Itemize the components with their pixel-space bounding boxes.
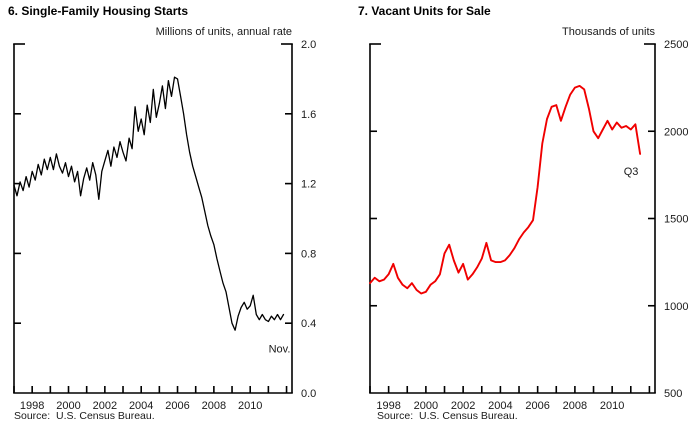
chart-title-vacant-units: 7. Vacant Units for Sale xyxy=(358,4,491,18)
x-axis-label: 2000 xyxy=(56,400,80,412)
source-note-housing-starts: Source: U.S. Census Bureau. xyxy=(14,410,155,422)
x-axis-label: 2000 xyxy=(414,400,438,412)
x-axis-label: 2008 xyxy=(563,400,587,412)
x-axis-label: 2004 xyxy=(488,400,512,412)
chart-housing-starts: 6. Single-Family Housing Starts Millions… xyxy=(8,4,316,422)
data-line xyxy=(13,76,285,331)
y-axis-label: 2500 xyxy=(664,39,688,51)
y-axis-label: 2000 xyxy=(664,126,688,138)
housing-starts-plot: 0.0 0.4 0.8 1.2 1.6 2.0 1998 2000 2002 2004 2006 20… xyxy=(13,39,316,412)
x-axis-label: 1998 xyxy=(20,400,44,412)
x-axis-label: 2002 xyxy=(451,400,475,412)
unit-label-vacant-units: Thousands of units xyxy=(562,26,655,38)
end-point-label: Nov. xyxy=(269,343,291,355)
y-axis-label: 0.4 xyxy=(301,318,316,330)
y-axis-label: 2.0 xyxy=(301,39,316,51)
y-axis-label: 500 xyxy=(664,388,682,400)
x-axis-label: 2010 xyxy=(600,400,624,412)
x-axis-label: 2002 xyxy=(93,400,117,412)
x-axis-label: 2004 xyxy=(129,400,153,412)
x-axis-label: 1998 xyxy=(376,400,400,412)
y-axis-label: 0.0 xyxy=(301,388,316,400)
x-axis-label: 2006 xyxy=(165,400,189,412)
end-point-label: Q3 xyxy=(624,166,639,178)
y-axis-label: 1.6 xyxy=(301,109,316,121)
y-axis-label: 0.8 xyxy=(301,248,316,260)
x-axis-label: 2008 xyxy=(202,400,226,412)
x-axis-label: 2010 xyxy=(238,400,262,412)
unit-label-housing-starts: Millions of units, annual rate xyxy=(155,26,292,38)
y-axis-label: 1000 xyxy=(664,301,688,313)
vacant-units-plot: 500 1000 1500 2000 2500 1998 2000 2002 2004 2006 2… xyxy=(369,39,688,412)
chart-title-housing-starts: 6. Single-Family Housing Starts xyxy=(8,4,189,18)
y-axis-label: 1.2 xyxy=(301,179,316,191)
source-note-vacant-units: Source: U.S. Census Bureau. xyxy=(377,410,518,422)
y-axis-label: 1500 xyxy=(664,214,688,226)
x-axis-label: 2006 xyxy=(525,400,549,412)
chart-vacant-units: 7. Vacant Units for Sale Thousands of un… xyxy=(350,0,700,439)
data-line xyxy=(369,84,642,295)
